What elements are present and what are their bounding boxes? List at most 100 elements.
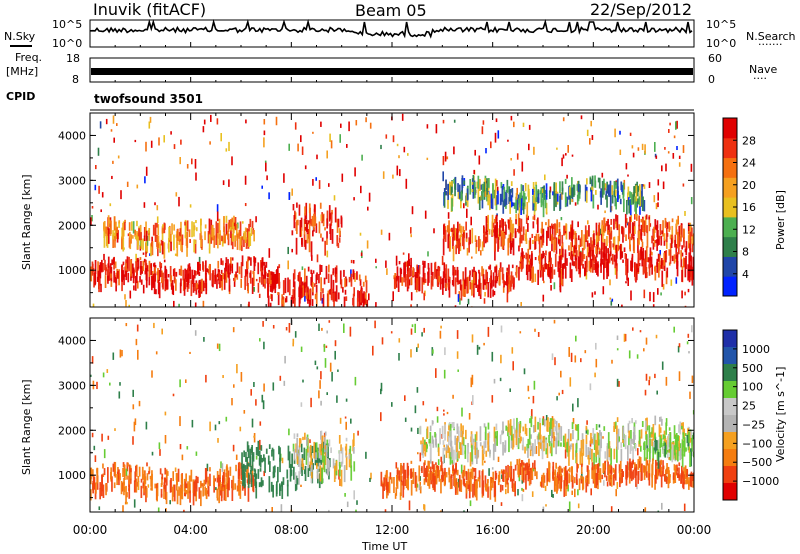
heat-speckle bbox=[172, 471, 174, 482]
heat-cell bbox=[410, 469, 412, 479]
heat-cell bbox=[525, 214, 528, 224]
heat-speckle bbox=[616, 417, 619, 423]
heat-cell bbox=[299, 271, 301, 285]
heat-cell bbox=[552, 466, 554, 481]
heat-speckle bbox=[142, 284, 145, 294]
heat-speckle bbox=[247, 285, 249, 294]
heat-speckle bbox=[616, 348, 619, 351]
heat-cell bbox=[602, 242, 605, 258]
heat-speckle bbox=[483, 342, 485, 346]
heat-speckle bbox=[615, 489, 617, 497]
heat-cell bbox=[477, 477, 480, 482]
heat-cell bbox=[569, 444, 572, 450]
heat-cell bbox=[192, 490, 195, 506]
heat-cell bbox=[532, 443, 534, 457]
heat-cell bbox=[447, 445, 449, 453]
heat-cell bbox=[423, 444, 426, 452]
heat-cell bbox=[288, 279, 291, 296]
heat-speckle bbox=[281, 457, 284, 464]
heat-speckle bbox=[330, 140, 333, 149]
heat-cell bbox=[657, 451, 660, 469]
heat-speckle bbox=[390, 331, 393, 334]
heat-cell bbox=[143, 485, 146, 493]
heat-cell bbox=[320, 451, 323, 456]
heat-speckle bbox=[601, 172, 604, 178]
heat-speckle bbox=[312, 179, 314, 186]
heat-cell bbox=[121, 267, 124, 271]
heat-cell bbox=[396, 277, 398, 282]
heat-speckle bbox=[248, 301, 250, 307]
heat-cell bbox=[575, 452, 578, 464]
heat-speckle bbox=[417, 343, 419, 348]
heat-cell bbox=[493, 227, 496, 237]
heat-cell bbox=[286, 484, 289, 497]
heat-cell bbox=[137, 476, 140, 482]
heat-speckle bbox=[398, 338, 401, 343]
heat-cell bbox=[305, 292, 308, 299]
freq-unit: [MHz] bbox=[6, 65, 39, 78]
heat-cell bbox=[157, 279, 160, 295]
heat-speckle bbox=[484, 292, 486, 297]
heat-cell bbox=[595, 230, 598, 246]
heat-cell bbox=[625, 471, 628, 486]
heat-speckle bbox=[441, 255, 444, 266]
heat-speckle bbox=[586, 129, 589, 137]
heat-cell bbox=[305, 449, 308, 465]
heat-speckle bbox=[621, 304, 623, 307]
heat-speckle bbox=[394, 493, 397, 499]
heat-cell bbox=[344, 277, 346, 288]
heat-cell bbox=[572, 229, 575, 235]
heat-speckle bbox=[662, 283, 665, 290]
heat-speckle bbox=[585, 271, 588, 280]
heat-cell bbox=[472, 483, 474, 498]
heat-cell bbox=[432, 439, 435, 448]
heat-cell bbox=[104, 264, 107, 275]
heat-cell bbox=[134, 235, 137, 240]
heat-cell bbox=[249, 233, 252, 246]
heat-speckle bbox=[481, 126, 484, 135]
heat-cell bbox=[524, 183, 527, 192]
heat-cell bbox=[308, 289, 311, 300]
nsearch-tick-bottom: 10^0 bbox=[706, 37, 737, 50]
heat-cell bbox=[510, 271, 513, 287]
heat-cell bbox=[550, 418, 553, 435]
heat-cell bbox=[502, 442, 504, 456]
heat-cell bbox=[243, 465, 245, 478]
heat-cell bbox=[404, 261, 406, 278]
heat-cell bbox=[188, 272, 191, 279]
heat-speckle bbox=[372, 345, 374, 356]
heat-speckle bbox=[392, 135, 395, 143]
freq-series bbox=[91, 68, 693, 75]
heat-speckle bbox=[652, 304, 655, 307]
heat-cell bbox=[506, 280, 509, 294]
heat-speckle bbox=[395, 255, 398, 266]
heat-speckle bbox=[137, 280, 139, 289]
heat-cell bbox=[578, 184, 581, 195]
heat-cell bbox=[437, 466, 440, 477]
heat-cell bbox=[692, 266, 694, 280]
heat-speckle bbox=[113, 137, 115, 143]
heat-cell bbox=[584, 225, 587, 242]
heat-speckle bbox=[660, 292, 662, 296]
heat-speckle bbox=[553, 282, 556, 290]
heat-speckle bbox=[263, 470, 265, 477]
heat-cell bbox=[299, 220, 302, 237]
heat-cell bbox=[477, 187, 480, 204]
heat-cell bbox=[677, 231, 679, 249]
heat-cell bbox=[209, 473, 211, 487]
heat-speckle bbox=[149, 116, 152, 123]
heat-cell bbox=[622, 259, 624, 263]
heat-cell bbox=[674, 239, 676, 248]
heat-cell bbox=[631, 261, 633, 272]
heat-speckle bbox=[268, 192, 270, 200]
heat-cell bbox=[581, 252, 583, 266]
heat-cell bbox=[452, 265, 454, 276]
heat-cell bbox=[621, 469, 623, 483]
heat-cell bbox=[500, 230, 503, 238]
heat-cell bbox=[388, 483, 391, 494]
heat-speckle bbox=[491, 467, 494, 470]
heat-cell bbox=[465, 238, 468, 243]
radar-title: Inuvik (fitACF) bbox=[93, 0, 207, 19]
heat-cell bbox=[571, 422, 574, 430]
heat-cell bbox=[595, 473, 598, 489]
